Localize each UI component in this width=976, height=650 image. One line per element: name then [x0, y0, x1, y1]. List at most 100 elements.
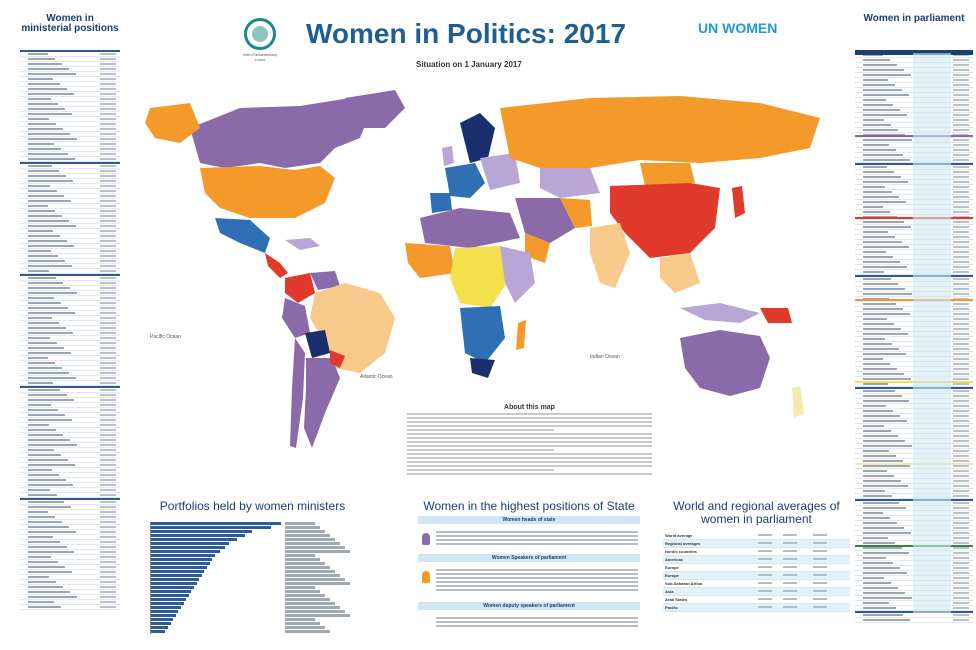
- about-text-line: [407, 429, 554, 431]
- table-row: [20, 545, 120, 550]
- table-row: [20, 600, 120, 605]
- deputy-speakers-block: [418, 613, 640, 629]
- table-row: [20, 381, 120, 386]
- averages-row: Regional averages: [663, 540, 850, 548]
- portfolio-bar: [151, 590, 192, 593]
- table-row: [20, 194, 120, 199]
- world-map: Pacific Ocean Atlantic Ocean Indian Ocea…: [145, 90, 820, 448]
- map-russia: [500, 96, 820, 168]
- map-greenland: [345, 90, 405, 128]
- table-row: [20, 296, 120, 301]
- map-kazakhstan: [540, 168, 600, 198]
- table-row: [20, 214, 120, 219]
- averages-row-label: Europe: [665, 573, 679, 578]
- page-title: Women in Politics: 2017: [306, 18, 627, 49]
- portfolio-label: [285, 554, 315, 557]
- portfolios-title: Portfolios held by women ministers: [159, 499, 346, 513]
- table-row: [20, 408, 120, 413]
- map-chile: [290, 338, 305, 448]
- table-row: [20, 356, 120, 361]
- table-row: [20, 483, 120, 488]
- about-text-line: [407, 461, 652, 463]
- table-divider: [20, 498, 120, 500]
- portfolio-label: [285, 606, 340, 609]
- portfolio-bar: [151, 606, 181, 609]
- table-row: [20, 428, 120, 433]
- table-row: [20, 488, 120, 493]
- averages-table: World average Regional averages Nordic cou…: [663, 532, 850, 612]
- map-western-europe: [445, 163, 485, 198]
- portfolio-label: [285, 526, 320, 529]
- table-row: [20, 595, 120, 600]
- table-row: [20, 179, 120, 184]
- table-divider: [20, 274, 120, 276]
- about-text-line: [407, 465, 652, 467]
- table-row: [20, 525, 120, 530]
- map-colombia: [285, 273, 315, 303]
- map-central-america: [265, 253, 288, 278]
- table-row: [20, 239, 120, 244]
- portfolio-label: [285, 558, 320, 561]
- portfolio-bar: [151, 542, 229, 545]
- table-row: [20, 468, 120, 473]
- table-row: [855, 613, 973, 618]
- map-east-africa: [500, 246, 535, 303]
- averages-row: Americas: [663, 556, 850, 564]
- portfolio-label: [285, 626, 325, 629]
- percentage-column-band: [913, 53, 951, 613]
- portfolio-label: [285, 618, 315, 621]
- averages-row-label: Regional averages: [665, 541, 701, 546]
- map-indonesia: [680, 303, 760, 323]
- table-row: [20, 92, 120, 97]
- averages-row: Europe: [663, 564, 850, 572]
- table-row: [20, 204, 120, 209]
- portfolio-bar: [151, 614, 176, 617]
- table-row: [20, 127, 120, 132]
- map-new-zealand: [792, 386, 804, 418]
- averages-row: Arab States: [663, 596, 850, 604]
- portfolio-bar: [151, 566, 207, 569]
- map-uk: [442, 146, 454, 166]
- map-india: [590, 223, 630, 288]
- table-row: [20, 530, 120, 535]
- map-bolivia: [305, 330, 330, 358]
- table-row: [20, 152, 120, 157]
- portfolio-bar: [151, 538, 237, 541]
- table-row: [20, 199, 120, 204]
- table-row: [20, 107, 120, 112]
- ipu-emblem-icon: [244, 18, 276, 50]
- map-iberia: [430, 193, 452, 213]
- portfolio-bar: [151, 534, 245, 537]
- table-row: [20, 269, 120, 274]
- table-row: [20, 413, 120, 418]
- table-row: [20, 550, 120, 555]
- about-this-map: About this map: [407, 404, 652, 484]
- table-row: [20, 371, 120, 376]
- portfolio-label: [285, 562, 325, 565]
- poster-header: Inter-Parliamentary Union Women in Polit…: [240, 18, 777, 78]
- map-china: [610, 183, 720, 258]
- portfolio-label: [285, 578, 345, 581]
- portfolio-label: [285, 598, 330, 601]
- map-mongolia: [640, 163, 695, 186]
- portfolio-label: [285, 546, 345, 549]
- table-row: [20, 147, 120, 152]
- portfolio-label: [285, 542, 340, 545]
- portfolio-label: [285, 538, 335, 541]
- portfolio-label: [285, 522, 315, 525]
- portfolio-bar: [151, 554, 215, 557]
- highest-title: Women in the highest positions of State: [423, 499, 635, 513]
- table-row: [20, 443, 120, 448]
- parliament-panel-title: Women in parliament: [863, 13, 965, 24]
- about-text-line: [407, 425, 652, 427]
- averages-row: World average: [663, 532, 850, 540]
- about-text: [407, 413, 652, 475]
- portfolio-label: [285, 534, 330, 537]
- table-row: [20, 433, 120, 438]
- table-row: [20, 281, 120, 286]
- table-row: [20, 57, 120, 62]
- unwomen-logo: UN WOMEN: [698, 21, 778, 37]
- table-row: [20, 209, 120, 214]
- table-row: [20, 259, 120, 264]
- parliament-panel-note: [855, 24, 973, 30]
